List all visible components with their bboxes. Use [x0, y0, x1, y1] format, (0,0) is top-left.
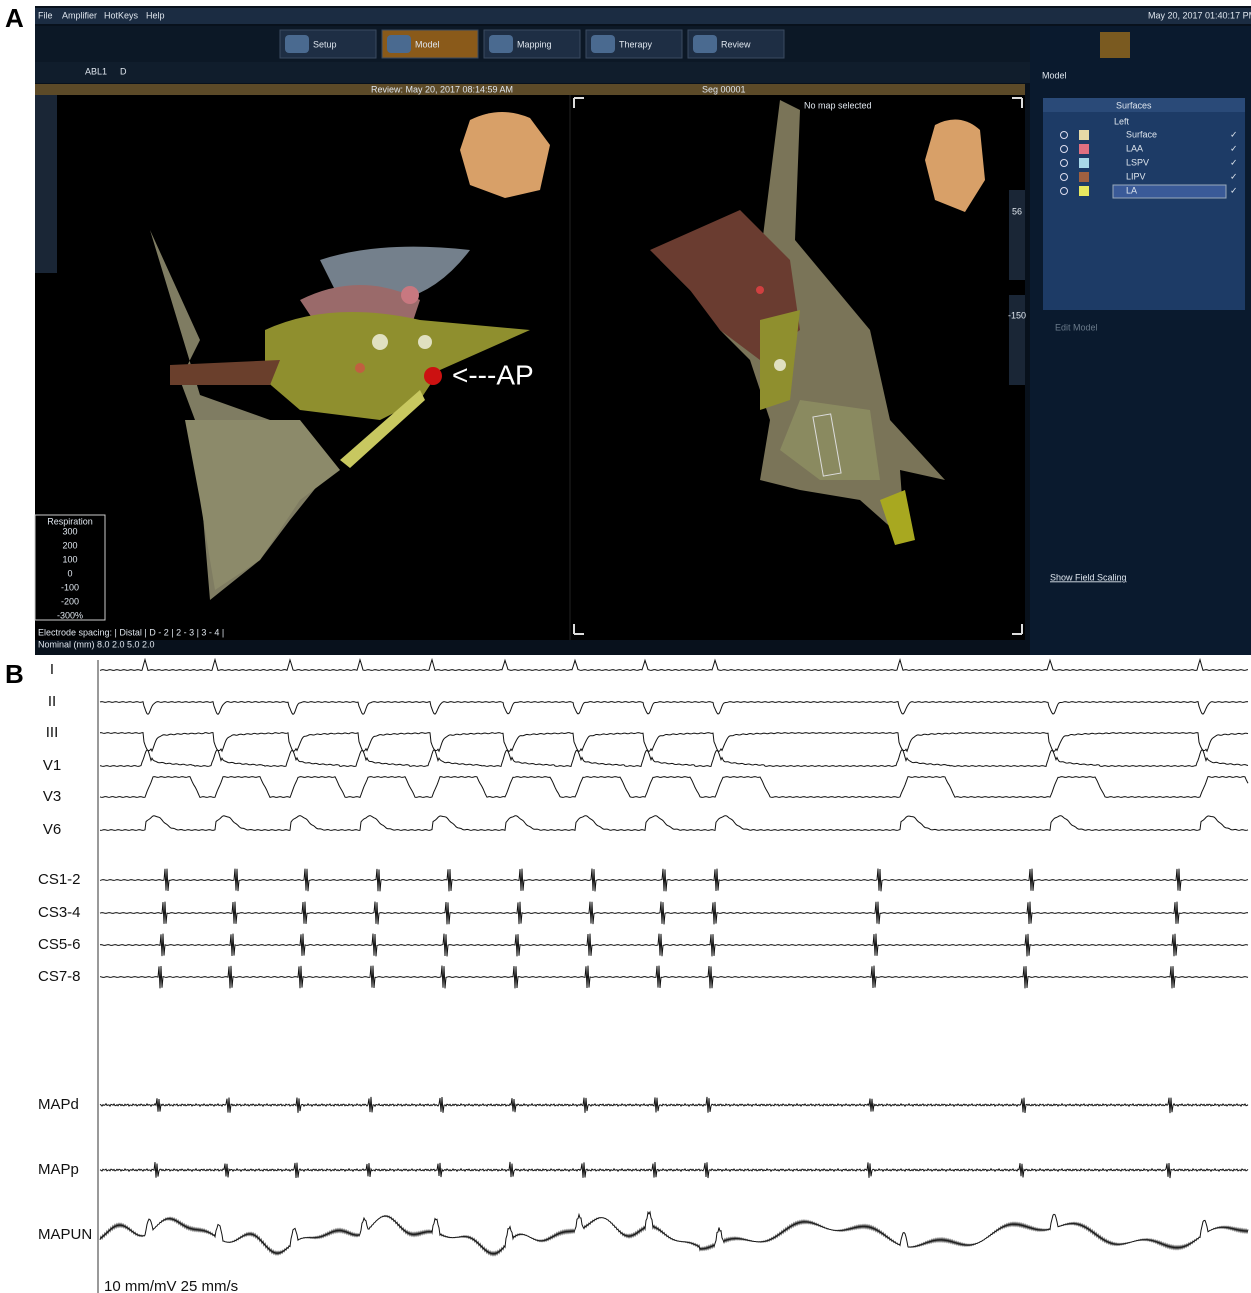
edit-model[interactable]: Edit Model	[1055, 322, 1098, 332]
menu-bar	[35, 8, 1251, 24]
channel-label: CS5-6	[38, 936, 81, 953]
channel-label: III	[46, 724, 59, 741]
respiration-tick: -300%	[57, 610, 83, 620]
electrode-spacing: Electrode spacing: | Distal | D - 2 | 2 …	[38, 627, 224, 637]
review-title: Review: May 20, 2017 08:14:59 AM	[371, 84, 513, 94]
segment: Seg 00001	[702, 84, 746, 94]
channel-label: MAPp	[38, 1161, 79, 1178]
tab-label[interactable]: Mapping	[517, 39, 552, 49]
slider[interactable]	[1009, 295, 1025, 385]
channel-label: I	[50, 661, 54, 678]
respiration-tick: -200	[61, 596, 79, 606]
figure: A B May 20, 2017 01:40:17 PM No map sele…	[0, 0, 1251, 1293]
channel-label: CS1-2	[38, 871, 81, 888]
tab-icon	[387, 35, 411, 53]
toolbar	[35, 62, 1030, 83]
check: ✓	[1230, 185, 1238, 195]
channel-label: V6	[43, 821, 61, 838]
surface-name[interactable]: LIPV	[1126, 171, 1146, 181]
tab-icon	[489, 35, 513, 53]
table-header-text: Surfaces	[1116, 100, 1152, 110]
tab-icon	[591, 35, 615, 53]
surface-name[interactable]: Surface	[1126, 129, 1157, 139]
slider-value: 56	[1012, 206, 1022, 216]
check: ✓	[1230, 143, 1238, 153]
surface-name[interactable]: LA	[1126, 185, 1137, 195]
tool-palette	[35, 95, 57, 273]
review-bar	[35, 84, 1025, 95]
field-scaling-link[interactable]: Show Field Scaling	[1050, 572, 1127, 582]
surface-swatch	[1079, 172, 1089, 182]
surface-swatch	[1079, 144, 1089, 154]
check: ✓	[1230, 171, 1238, 181]
view-button[interactable]	[1100, 32, 1130, 58]
slider[interactable]	[1009, 190, 1025, 280]
panel-title: Model	[1042, 70, 1067, 80]
group-name: Left	[1114, 116, 1130, 126]
menu-item[interactable]: Help	[146, 10, 165, 20]
panel-label: B	[5, 659, 24, 689]
slider-value: -150	[1008, 310, 1026, 320]
tab-icon	[693, 35, 717, 53]
menu-item[interactable]: HotKeys	[104, 10, 139, 20]
channel-label: MAPd	[38, 1096, 79, 1113]
electrode-spacing: Nominal (mm) 8.0 2.0 5.0 2.0	[38, 639, 155, 649]
panel-label: A	[5, 3, 24, 33]
surface-swatch	[1079, 158, 1089, 168]
respiration-tick: 100	[62, 554, 77, 564]
surface-name[interactable]: LAA	[1126, 143, 1143, 153]
map-select[interactable]: No map selected	[804, 100, 872, 110]
tab-label[interactable]: Review	[721, 39, 751, 49]
channel-label: MAPUN	[38, 1226, 92, 1243]
check: ✓	[1230, 157, 1238, 167]
ecg-footer: 10 mm/mV 25 mm/s	[104, 1278, 238, 1293]
tab-label[interactable]: Model	[415, 39, 440, 49]
respiration-title: Respiration	[47, 516, 93, 526]
respiration-tick: 200	[62, 540, 77, 550]
tab-label[interactable]: Setup	[313, 39, 337, 49]
tab-icon	[285, 35, 309, 53]
channel-label: V1	[43, 757, 61, 774]
respiration-tick: -100	[61, 582, 79, 592]
surface-swatch	[1079, 130, 1089, 140]
respiration-tick: 0	[67, 568, 72, 578]
channel-label: II	[48, 693, 56, 710]
channel-label: CS3-4	[38, 904, 81, 921]
ecg-panel	[0, 655, 1251, 1293]
catheter-select[interactable]: ABL1	[85, 66, 107, 76]
respiration-tick: 300	[62, 526, 77, 536]
datetime: May 20, 2017 01:40:17 PM	[1148, 10, 1251, 20]
check: ✓	[1230, 129, 1238, 139]
menu-item[interactable]: Amplifier	[62, 10, 97, 20]
surface-swatch	[1079, 186, 1089, 196]
channel-label: V3	[43, 788, 61, 805]
channel-label: CS7-8	[38, 968, 81, 985]
menu-item[interactable]: File	[38, 10, 53, 20]
ap-annotation: <---AP	[452, 359, 534, 390]
channel-select[interactable]: D	[120, 66, 127, 76]
tab-label[interactable]: Therapy	[619, 39, 653, 49]
surface-name[interactable]: LSPV	[1126, 157, 1149, 167]
